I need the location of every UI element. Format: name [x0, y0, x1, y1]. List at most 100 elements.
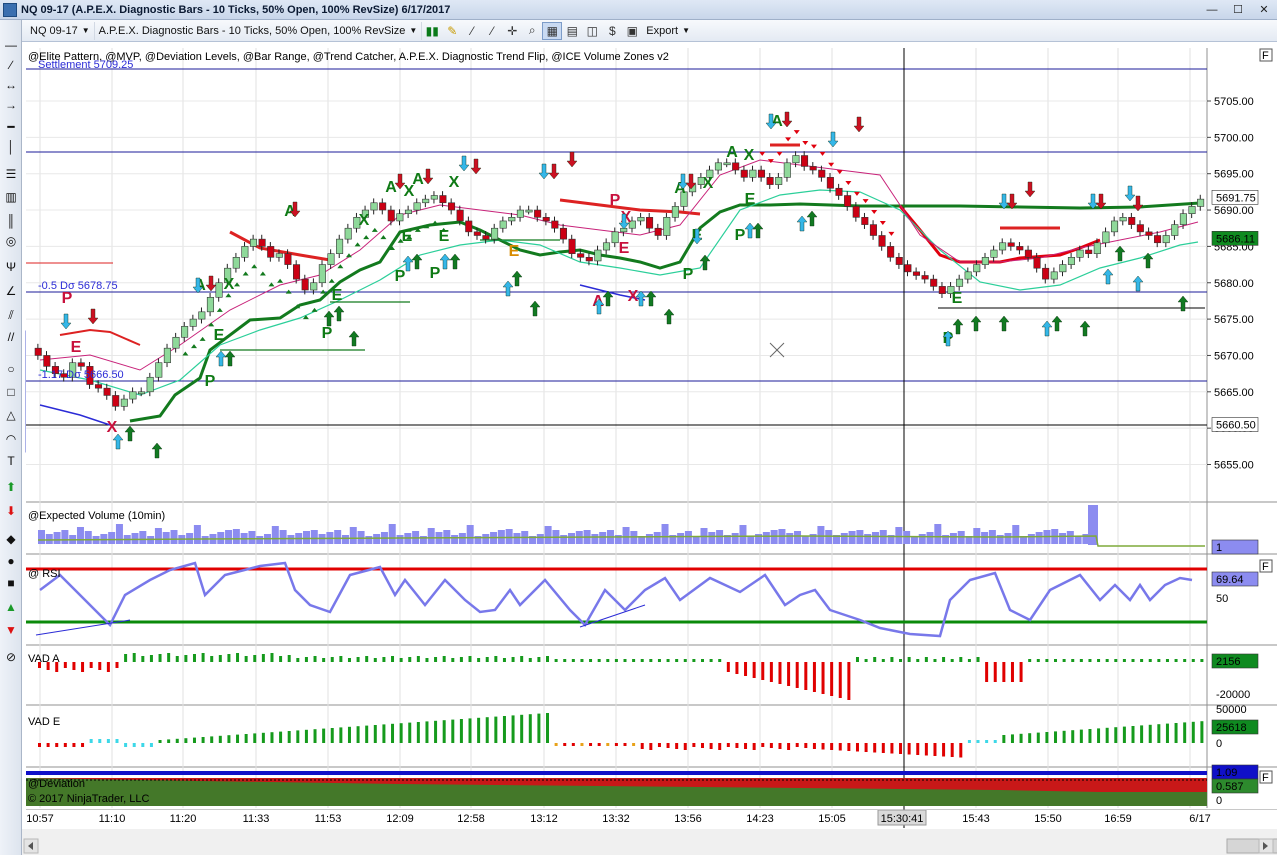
export-label: Export [646, 24, 679, 37]
vad-a-bar [795, 662, 799, 688]
vad-a-bar [761, 662, 765, 680]
arrow-up-icon [529, 300, 541, 317]
vad-a-bar [821, 662, 825, 694]
volume-bar [1082, 534, 1090, 544]
fib-extension-icon[interactable]: ▥ [5, 190, 17, 204]
maximize-button[interactable]: ☐ [1233, 4, 1243, 16]
crosshair-icon[interactable]: ✛ [507, 23, 518, 38]
vad-a-bar [347, 658, 351, 662]
diamond-icon[interactable]: ◆ [6, 532, 16, 546]
arrow-down-icon[interactable]: ⬇ [5, 504, 17, 518]
volume-bar [591, 534, 599, 544]
fib-timezone-icon[interactable]: ║ [6, 214, 16, 228]
wand2-icon[interactable]: ⁄ [491, 23, 494, 38]
horizontal-scrollbar[interactable] [22, 829, 1277, 855]
vad-a-bar [666, 659, 670, 662]
horizontal-line-icon[interactable]: ━ [7, 120, 15, 134]
vad-e-bar [726, 743, 730, 747]
vad-e-bar [304, 729, 308, 743]
vad-a-bar [632, 659, 636, 662]
up-candle [430, 195, 438, 200]
square-icon[interactable]: ■ [7, 576, 15, 590]
triangle-down-icon[interactable]: ▼ [5, 623, 17, 637]
instrument-selector[interactable]: NQ 09-17 ▼ [26, 21, 95, 40]
vad-a-bar [210, 656, 214, 662]
up-candle [491, 227, 499, 240]
vertical-line-icon[interactable]: │ [7, 140, 15, 154]
vad-a-bar [571, 659, 575, 662]
pencil-icon[interactable]: ✎ [447, 23, 458, 38]
arrow-up-icon [323, 310, 335, 327]
volume-bar [303, 531, 310, 544]
extended-line-icon[interactable]: ↔ [5, 78, 17, 92]
line-icon[interactable]: — [5, 38, 17, 52]
triangle-up-icon[interactable]: ▲ [5, 600, 17, 614]
vad-a-bar [38, 662, 41, 668]
zoom-icon[interactable]: ⌕ [528, 23, 536, 37]
volume-bar [965, 536, 973, 544]
volume-bar [833, 535, 840, 544]
trend-channel-icon[interactable]: // [7, 330, 15, 344]
bar-type-selector[interactable]: A.P.E.X. Diagnostic Bars - 10 Ticks, 50%… [95, 21, 423, 40]
fib-retracement-icon[interactable]: ☰ [5, 167, 17, 181]
minimize-button[interactable]: — [1206, 3, 1218, 16]
arrow-up-icon [348, 330, 360, 347]
up-candle [999, 242, 1007, 251]
trend-dot-up [380, 235, 387, 240]
rectangle-icon[interactable]: □ [7, 385, 15, 399]
trend-dot-up [294, 304, 301, 309]
properties-icon[interactable]: ▣ [626, 23, 638, 38]
candlestick-icon[interactable]: ▮▮ [425, 23, 439, 38]
dot-icon[interactable]: ● [7, 554, 15, 568]
vad-e-bar [115, 739, 119, 743]
arrow-up-icon [1051, 315, 1063, 332]
candles [34, 151, 1205, 411]
ray-icon[interactable]: ∕ [9, 58, 12, 72]
signal-x: X [703, 175, 714, 192]
vad-a-bar [356, 657, 360, 662]
bar-type-label: A.P.E.X. Diagnostic Bars - 10 Ticks, 50%… [98, 24, 406, 37]
wand-icon[interactable]: ⁄ [471, 23, 474, 38]
fib-circle-icon[interactable]: ◎ [5, 234, 17, 248]
flag-rsi-panel-box [1259, 559, 1273, 573]
remove-drawings-icon[interactable]: ⊘ [5, 650, 17, 664]
triangle-icon[interactable]: △ [6, 408, 16, 422]
ellipse-icon[interactable]: ○ [7, 362, 15, 376]
vad-a-bar [1002, 662, 1006, 682]
volume-bar [365, 536, 373, 544]
chart-window-icon[interactable]: ▦ [542, 21, 563, 40]
gann-fan-icon[interactable]: ∠ [5, 284, 17, 298]
text-icon[interactable]: T [7, 454, 15, 468]
vad-a-bar [546, 656, 550, 662]
price-axis-tick-label: 5690.00 [1214, 205, 1254, 217]
down-candle [456, 209, 464, 222]
instrument-icon[interactable]: $ [608, 23, 616, 38]
export-menu[interactable]: Export ▼ [642, 22, 694, 40]
arrow-up-icon [998, 315, 1010, 332]
arrow-up-icon[interactable]: ⬆ [5, 480, 17, 494]
vad-a-bar [683, 659, 687, 662]
volume-bar [536, 534, 544, 544]
vad-e-bar [778, 743, 782, 749]
down-candle [258, 238, 266, 247]
vad-e-bar [1079, 729, 1083, 743]
andrews-pitchfork-icon[interactable]: Ψ [5, 260, 17, 274]
time-axis-label: 16:59 [1104, 813, 1132, 825]
vad-a-bar [1045, 659, 1049, 662]
arrow-line-icon[interactable]: → [5, 98, 17, 112]
rsi-trendline [579, 604, 646, 628]
down-candle [542, 217, 550, 222]
chart-style-icon[interactable]: ◫ [586, 23, 598, 38]
chart-duplicate-icon[interactable]: ▤ [566, 23, 578, 38]
regression-channel-icon[interactable]: ⫽ [8, 307, 14, 322]
vad-e-label: VAD E [28, 716, 60, 728]
down-candle [284, 253, 292, 265]
trend-lines [39, 143, 1201, 426]
arc-icon[interactable]: ◠ [5, 432, 17, 446]
close-button[interactable]: ✕ [1259, 4, 1269, 16]
trend-dot-up [302, 315, 309, 320]
arrow-up-icon [645, 290, 657, 307]
vad-e-bar [236, 734, 240, 743]
vad-a-bar [700, 659, 704, 662]
